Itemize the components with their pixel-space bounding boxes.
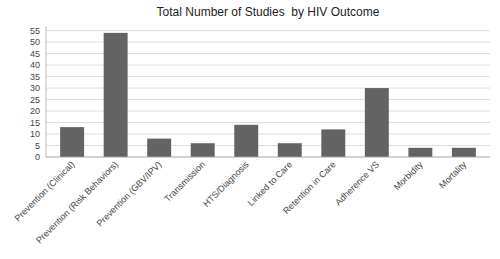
- y-tick-label: 10: [30, 129, 40, 139]
- grid: [46, 31, 490, 157]
- y-tick-label: 50: [30, 37, 40, 47]
- chart: Total Number of Studies by HIV Outcome05…: [0, 0, 500, 259]
- x-tick-label: Morbidity: [392, 159, 425, 192]
- bars: [60, 33, 476, 157]
- x-tick-label: Prevention (GBV/IPV): [95, 159, 164, 228]
- bar: [278, 143, 302, 157]
- bar: [191, 143, 215, 157]
- y-tick-label: 55: [30, 26, 40, 36]
- bar: [321, 129, 345, 157]
- y-tick-label: 5: [35, 141, 40, 151]
- y-tick-label: 20: [30, 106, 40, 116]
- x-tick-label: Prevention (Risk Behaviors): [34, 159, 120, 245]
- y-tick-label: 30: [30, 83, 40, 93]
- bar: [60, 127, 84, 157]
- chart-container: Total Number of Studies by HIV Outcome05…: [0, 0, 500, 259]
- y-tick-label: 25: [30, 95, 40, 105]
- title: Total Number of Studies by HIV Outcome: [157, 5, 380, 19]
- y-tick-label: 15: [30, 118, 40, 128]
- grid-line: [46, 157, 490, 158]
- y-tick-label: 40: [30, 60, 40, 70]
- x-axis-line: [46, 157, 490, 158]
- bar: [234, 125, 258, 157]
- bar: [452, 148, 476, 157]
- x-tick-label: Transmission: [162, 159, 207, 204]
- x-tick-label: Mortality: [437, 159, 468, 190]
- x-tick-label: Linked to Care: [246, 159, 294, 207]
- y-tick-label: 45: [30, 49, 40, 59]
- grid-line: [46, 30, 490, 31]
- bar: [104, 33, 128, 157]
- x-tick-label: Retention in Care: [281, 159, 338, 216]
- bar: [147, 139, 171, 157]
- x-tick-label: Adherence VS: [333, 159, 381, 207]
- y-tick-label: 35: [30, 72, 40, 82]
- y-axis-line: [46, 26, 47, 157]
- y-tick-label: 0: [35, 152, 40, 162]
- bar: [408, 148, 432, 157]
- bar: [365, 88, 389, 157]
- x-tick-label: HTS/Diagnosis: [201, 159, 251, 209]
